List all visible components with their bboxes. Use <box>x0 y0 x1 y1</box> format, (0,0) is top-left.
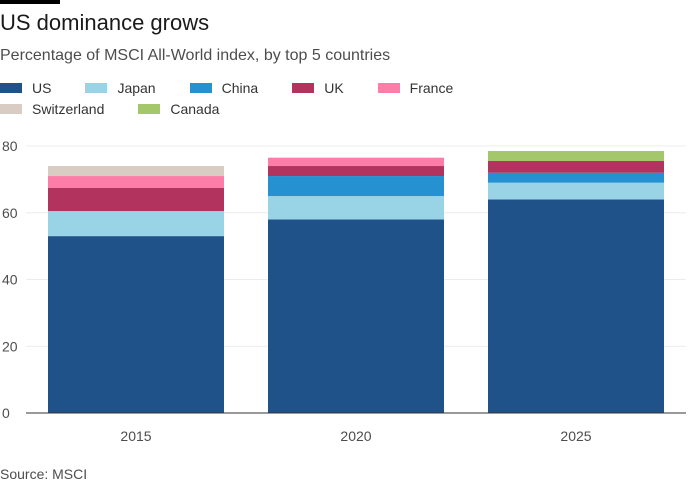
legend-item-china: China <box>189 80 259 96</box>
legend-label-china: China <box>221 80 259 96</box>
legend-item-switzerland: Switzerland <box>0 101 104 117</box>
legend-item-canada: Canada <box>138 101 219 117</box>
chart-title: US dominance grows <box>0 10 210 35</box>
legend-swatch-switzerland <box>0 104 22 114</box>
x-tick-label-2015: 2015 <box>120 428 151 444</box>
bar-2015-france <box>48 176 224 188</box>
bar-2025-us <box>488 199 664 413</box>
bar-2025-uk <box>488 161 664 173</box>
legend: US Japan China UK France Switzerland Can… <box>0 80 600 117</box>
legend-item-japan: Japan <box>85 80 156 96</box>
y-tick-label-80: 80 <box>2 138 18 154</box>
bar-2020-uk <box>268 166 444 177</box>
legend-swatch-china <box>189 83 212 93</box>
source-note: Source: MSCI <box>0 466 88 482</box>
legend-swatch-us <box>0 83 22 93</box>
legend-swatch-france <box>377 83 400 93</box>
legend-swatch-japan <box>85 83 108 93</box>
legend-label-us: US <box>32 80 52 96</box>
legend-item-uk: UK <box>292 80 344 96</box>
legend-swatch-uk <box>292 83 315 93</box>
y-tick-label-20: 20 <box>2 338 18 354</box>
top-rule <box>0 0 60 4</box>
bar-2020-us <box>268 219 444 413</box>
stacked-bar-chart: 0 20 40 60 80 2015 2020 2025 <box>2 138 686 444</box>
legend-item-france: France <box>377 80 454 96</box>
bar-2015-switzerland <box>48 166 224 177</box>
bar-2015-japan <box>48 211 224 237</box>
y-tick-label-60: 60 <box>2 205 18 221</box>
legend-item-us: US <box>0 80 51 96</box>
bar-2025-canada <box>488 151 664 162</box>
x-tick-label-2025: 2025 <box>560 428 591 444</box>
y-tick-label-40: 40 <box>2 272 18 288</box>
x-tick-label-2020: 2020 <box>340 428 371 444</box>
bar-2025-china <box>488 172 664 183</box>
legend-swatch-canada <box>138 104 161 114</box>
legend-label-japan: Japan <box>117 80 156 96</box>
y-tick-label-0: 0 <box>2 405 10 421</box>
bar-2025-japan <box>488 182 664 200</box>
bar-2020-france <box>268 157 444 167</box>
legend-label-canada: Canada <box>170 101 220 117</box>
legend-label-france: France <box>409 80 454 96</box>
bar-2020-china <box>268 176 444 197</box>
chart-subtitle: Percentage of MSCI All-World index, by t… <box>0 47 391 64</box>
legend-label-uk: UK <box>324 80 344 96</box>
bar-2015-us <box>48 236 224 413</box>
legend-label-switzerland: Switzerland <box>32 101 105 117</box>
bar-2020-japan <box>268 196 444 220</box>
bar-2015-uk <box>48 187 224 212</box>
